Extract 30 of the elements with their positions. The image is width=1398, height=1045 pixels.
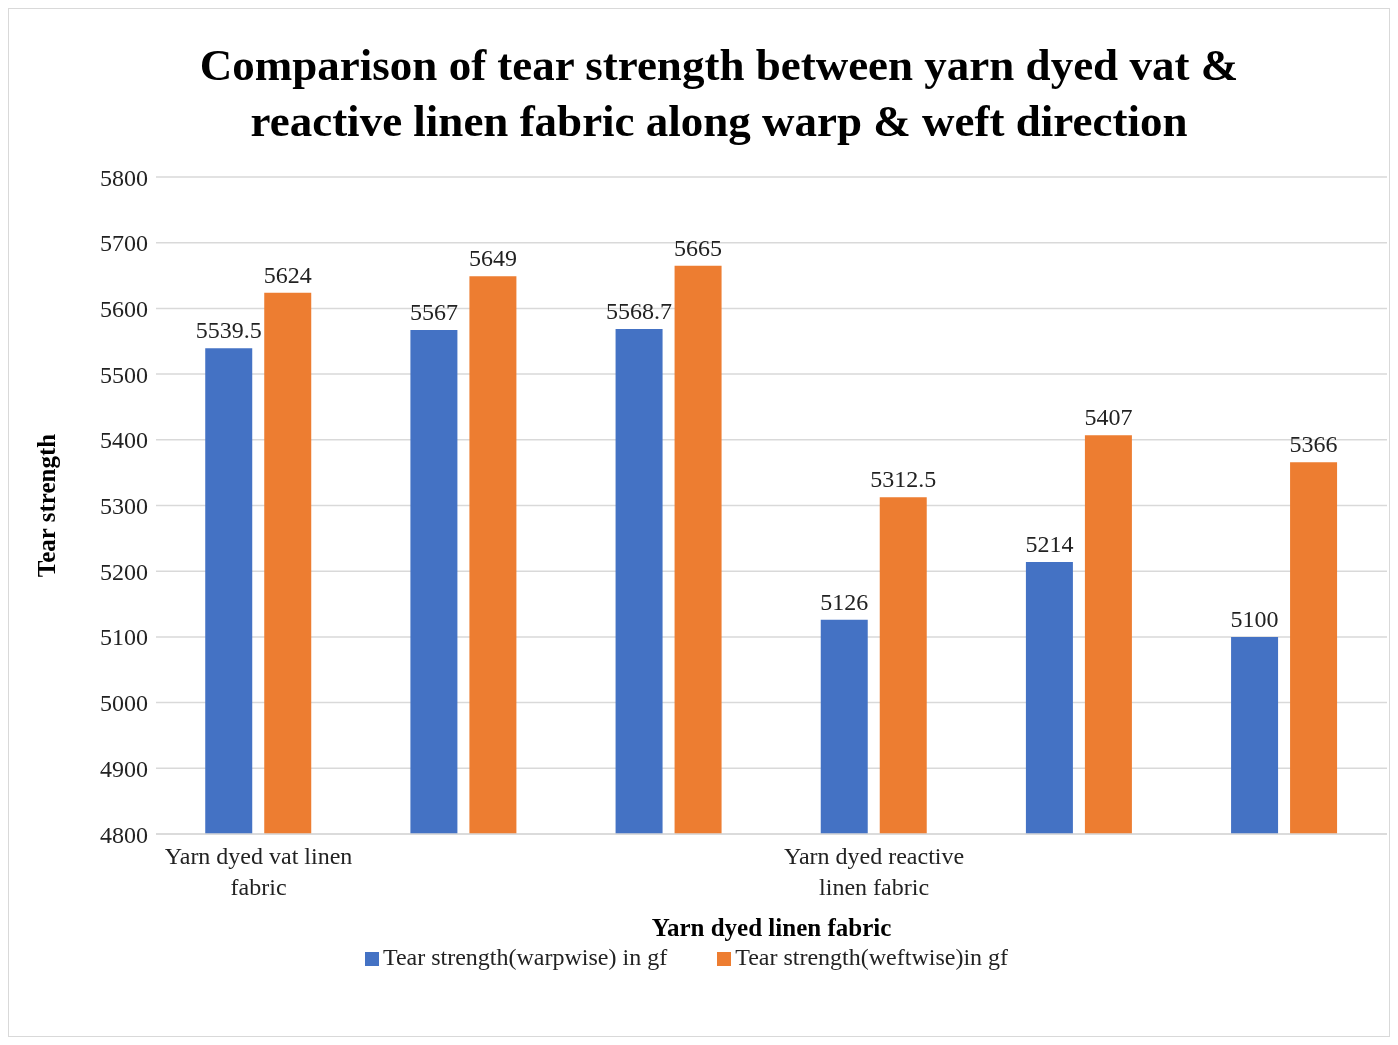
data-label: 5126 (820, 588, 869, 615)
legend-label: Tear strength(warpwise) in gf (382, 944, 668, 970)
data-label: 5568.7 (606, 297, 673, 324)
x-axis-title: Yarn dyed linen fabric (651, 914, 892, 941)
x-tick-label: Yarn dyed reactive linen fabric (784, 843, 965, 900)
data-label: 5649 (468, 245, 517, 272)
data-label: 5624 (263, 261, 312, 288)
y-tick-label: 5000 (100, 690, 148, 717)
data-label: 5407 (1084, 404, 1133, 431)
data-label: 5214 (1025, 531, 1074, 557)
y-axis-title: Tear strength (32, 433, 60, 578)
y-tick-label: 5300 (100, 493, 148, 520)
data-label: 5100 (1230, 605, 1279, 632)
y-tick-label: 5800 (100, 164, 148, 191)
data-label: 5312.5 (870, 466, 937, 493)
y-tick-label: 5100 (100, 624, 148, 651)
data-label: 5366 (1289, 431, 1338, 458)
y-tick-label: 4900 (100, 755, 148, 782)
y-tick-label: 5700 (100, 230, 148, 257)
data-label: 5665 (674, 234, 723, 261)
chart-title: Comparison of tear strength between yarn dyed vat & reactive linen fabric along warp & weft direction (198, 39, 1240, 148)
y-tick-label: 5400 (100, 427, 148, 454)
data-label: 5567 (409, 299, 458, 326)
data-label: 5539.5 (195, 317, 262, 344)
y-tick-label: 5500 (100, 361, 148, 388)
y-tick-label: 4800 (100, 821, 148, 848)
x-tick-label: Yarn dyed vat linen fabric (164, 843, 353, 900)
y-tick-label: 5200 (100, 558, 148, 585)
legend-label: Tear strength(weftwise)in gf (735, 944, 1009, 970)
y-tick-label: 5600 (100, 295, 148, 322)
